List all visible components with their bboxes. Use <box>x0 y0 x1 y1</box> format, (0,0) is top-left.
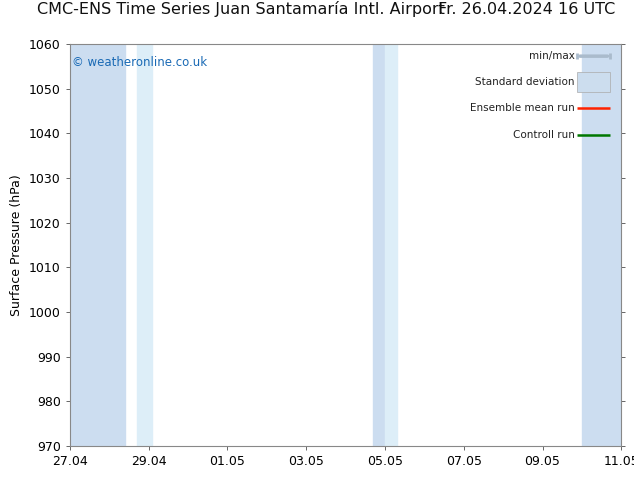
Text: CMC-ENS Time Series Juan Santamaría Intl. Airport: CMC-ENS Time Series Juan Santamaría Intl… <box>37 1 445 17</box>
Y-axis label: Surface Pressure (hPa): Surface Pressure (hPa) <box>10 174 23 316</box>
Text: min/max: min/max <box>529 51 574 61</box>
Bar <box>582 44 621 446</box>
FancyBboxPatch shape <box>577 72 611 92</box>
Bar <box>137 44 152 446</box>
Text: © weatheronline.co.uk: © weatheronline.co.uk <box>72 56 207 69</box>
Bar <box>385 44 397 446</box>
Bar <box>70 44 125 446</box>
Bar <box>373 44 385 446</box>
Text: Controll run: Controll run <box>512 129 574 140</box>
Text: Standard deviation: Standard deviation <box>475 77 574 87</box>
Text: Fr. 26.04.2024 16 UTC: Fr. 26.04.2024 16 UTC <box>437 2 615 17</box>
Text: Ensemble mean run: Ensemble mean run <box>470 103 574 113</box>
